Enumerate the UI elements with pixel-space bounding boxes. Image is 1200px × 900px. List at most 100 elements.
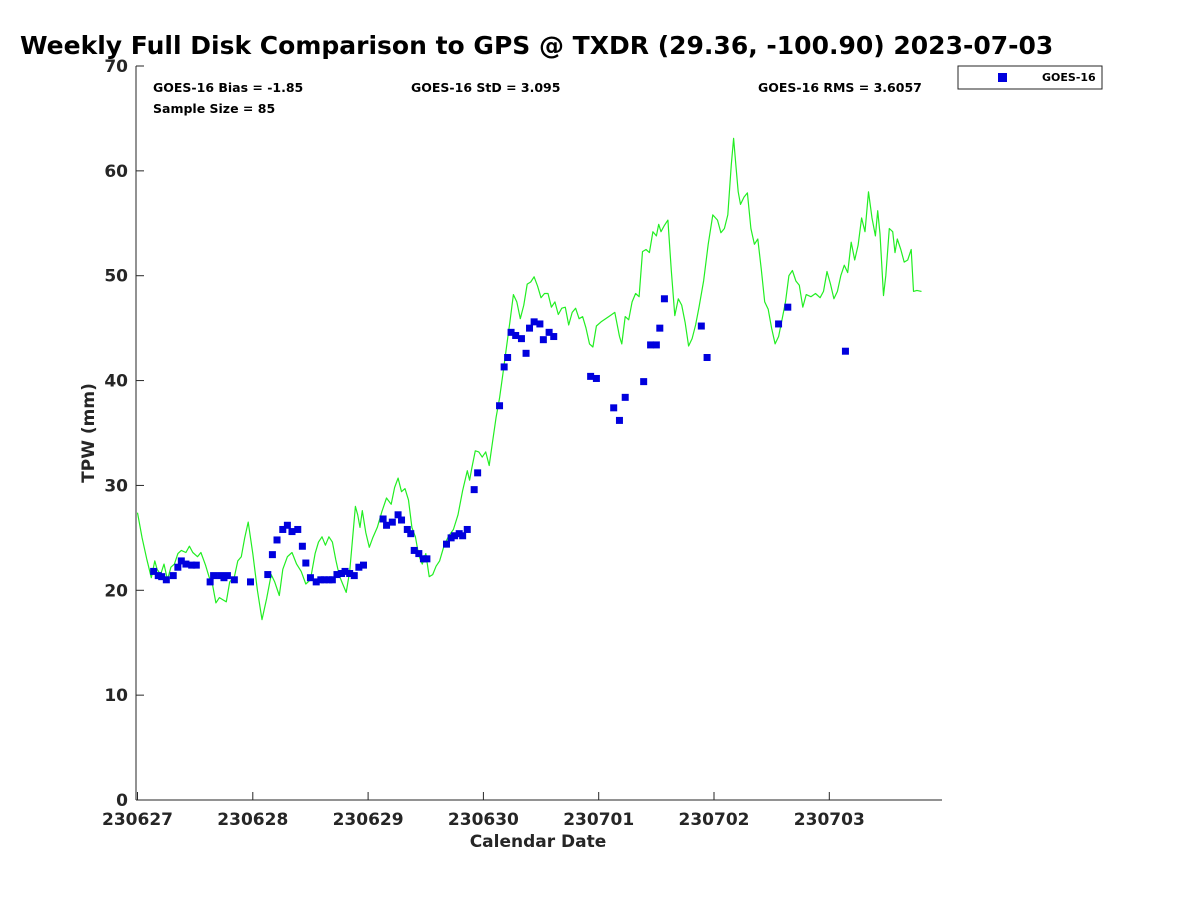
y-tick-label: 30 bbox=[104, 476, 128, 496]
goes16-point bbox=[158, 573, 166, 581]
goes16-point bbox=[388, 518, 396, 526]
goes16-point bbox=[223, 572, 231, 580]
goes16-point bbox=[610, 404, 618, 412]
goes16-point bbox=[443, 540, 451, 548]
goes16-point bbox=[615, 416, 623, 424]
goes16-point bbox=[162, 576, 170, 584]
goes16-point bbox=[592, 374, 600, 382]
goes16-point bbox=[333, 571, 341, 579]
legend: GOES-16 bbox=[957, 65, 1103, 90]
goes16-point bbox=[539, 336, 547, 344]
goes16-point bbox=[784, 303, 792, 311]
y-tick-label: 20 bbox=[104, 581, 128, 601]
goes16-point bbox=[660, 295, 668, 303]
x-tick-label: 230627 bbox=[102, 810, 173, 830]
stat-rms: GOES-16 RMS = 3.6057 bbox=[758, 80, 922, 95]
goes16-point bbox=[230, 576, 238, 584]
x-tick-label: 230703 bbox=[794, 810, 865, 830]
goes16-point bbox=[350, 572, 358, 580]
series-layer bbox=[136, 137, 922, 621]
goes16-point bbox=[526, 324, 534, 332]
legend-marker-goes16 bbox=[998, 73, 1007, 82]
goes16-point bbox=[288, 528, 296, 536]
goes16-point bbox=[379, 515, 387, 523]
x-axis-label: Calendar Date bbox=[470, 832, 607, 852]
goes16-point bbox=[550, 333, 558, 341]
chart-title: Weekly Full Disk Comparison to GPS @ TXD… bbox=[20, 31, 1053, 60]
legend-label-goes16: GOES-16 bbox=[1042, 71, 1096, 84]
y-tick-label: 10 bbox=[104, 686, 128, 706]
goes16-point bbox=[504, 354, 512, 362]
gps-tpw-line bbox=[136, 137, 922, 621]
goes16-point bbox=[500, 363, 508, 371]
goes16-point bbox=[496, 402, 504, 410]
goes16-point bbox=[423, 555, 431, 563]
goes16-point bbox=[302, 559, 310, 567]
goes16-point bbox=[697, 322, 705, 330]
y-tick-label: 60 bbox=[104, 162, 128, 182]
x-tick-label: 230702 bbox=[679, 810, 750, 830]
goes16-point bbox=[279, 525, 287, 533]
y-tick-label: 0 bbox=[116, 791, 128, 811]
goes16-point bbox=[210, 572, 218, 580]
goes16-point bbox=[656, 324, 664, 332]
goes16-point bbox=[410, 546, 418, 554]
goes16-point bbox=[188, 561, 196, 569]
stat-sample-size: Sample Size = 85 bbox=[153, 101, 275, 116]
goes16-point bbox=[517, 335, 525, 343]
goes16-point bbox=[775, 320, 783, 328]
goes16-point bbox=[182, 560, 190, 568]
stat-std: GOES-16 StD = 3.095 bbox=[411, 80, 560, 95]
goes16-point bbox=[246, 578, 254, 586]
goes16-point bbox=[640, 378, 648, 386]
goes16-point bbox=[341, 567, 349, 575]
x-tick-label: 230629 bbox=[333, 810, 404, 830]
goes16-point bbox=[177, 557, 185, 565]
y-ticks: 0 10 20 30 40 50 60 70 bbox=[104, 57, 144, 811]
goes16-point bbox=[169, 572, 177, 580]
goes16-point bbox=[283, 521, 291, 529]
goes16-point bbox=[545, 328, 553, 336]
goes16-point bbox=[320, 576, 328, 584]
goes16-point bbox=[536, 320, 544, 328]
goes16-point bbox=[451, 532, 459, 540]
stat-bias: GOES-16 Bias = -1.85 bbox=[153, 80, 303, 95]
y-tick-label: 40 bbox=[104, 372, 128, 392]
x-tick-label: 230628 bbox=[217, 810, 288, 830]
y-tick-label: 50 bbox=[104, 267, 128, 287]
plot-area: 0 10 20 30 40 50 60 70 230627 230628 230629 230630… bbox=[102, 57, 942, 830]
stats-block: GOES-16 Bias = -1.85 Sample Size = 85 GO… bbox=[153, 80, 922, 116]
goes16-point bbox=[174, 563, 182, 571]
goes16-point bbox=[312, 578, 320, 586]
goes16-point bbox=[407, 530, 415, 538]
goes16-point bbox=[463, 525, 471, 533]
goes16-point bbox=[306, 574, 314, 582]
y-tick-label: 70 bbox=[104, 57, 128, 77]
goes16-point bbox=[647, 341, 655, 349]
goes16-point bbox=[474, 469, 482, 477]
goes16-point bbox=[328, 576, 336, 584]
goes16-point bbox=[415, 550, 423, 558]
goes16-point bbox=[273, 536, 281, 544]
goes16-point bbox=[470, 486, 478, 494]
goes16-point bbox=[522, 349, 530, 357]
goes16-point bbox=[652, 341, 660, 349]
goes16-point bbox=[383, 521, 391, 529]
goes16-point bbox=[403, 525, 411, 533]
goes16-point bbox=[298, 542, 306, 550]
goes16-point bbox=[841, 347, 849, 355]
x-tick-label: 230630 bbox=[448, 810, 519, 830]
goes16-point bbox=[192, 561, 200, 569]
goes16-point bbox=[394, 511, 402, 519]
goes16-point bbox=[587, 372, 595, 380]
goes16-point bbox=[512, 331, 520, 339]
goes16-point bbox=[621, 393, 629, 401]
goes16-point bbox=[264, 571, 272, 579]
goes16-point bbox=[507, 328, 515, 336]
goes16-point bbox=[268, 551, 276, 559]
goes16-point bbox=[355, 563, 363, 571]
y-axis-label: TPW (mm) bbox=[79, 383, 99, 483]
goes16-point bbox=[150, 567, 158, 575]
goes16-point bbox=[530, 318, 538, 326]
